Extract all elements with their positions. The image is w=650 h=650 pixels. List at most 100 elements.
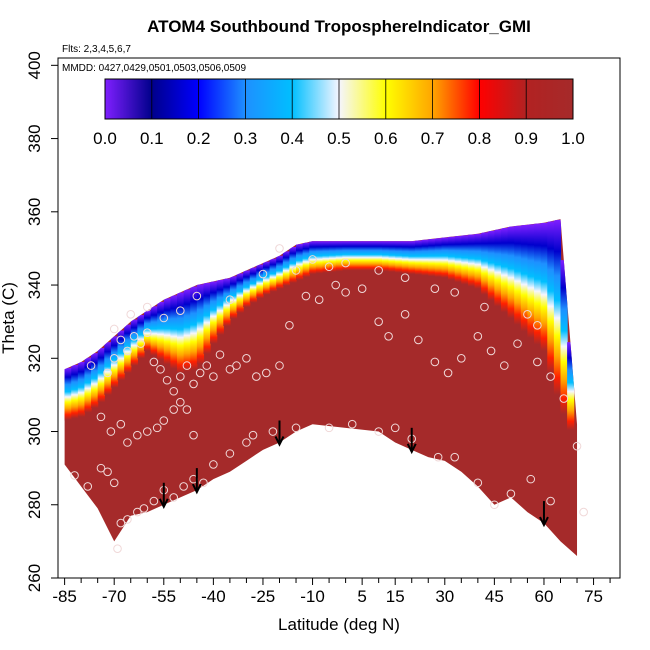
field-column	[487, 230, 495, 301]
observation-point	[285, 321, 294, 330]
field-column	[262, 261, 271, 295]
observation-point	[139, 504, 149, 513]
observation-point	[384, 332, 393, 341]
observation-point	[126, 310, 136, 319]
observation-point	[123, 346, 132, 356]
observation-point	[189, 379, 198, 389]
field-column	[474, 233, 482, 289]
field-column	[448, 236, 456, 280]
field-column	[527, 224, 535, 338]
field-column	[282, 251, 291, 286]
observation-point	[209, 372, 218, 381]
observation-point	[248, 430, 258, 440]
x-axis-tick-label: 15	[386, 587, 405, 606]
field-column	[428, 238, 436, 277]
chart-title: ATOM4 Southbound TroposphereIndicator_GM…	[147, 17, 531, 36]
y-axis-tick-label: 360	[25, 198, 44, 226]
field-column	[368, 241, 376, 271]
observation-point	[149, 496, 159, 506]
observation-point	[526, 474, 536, 484]
x-axis-tick-label: 75	[584, 587, 603, 606]
observation-point	[261, 368, 271, 378]
observation-point	[96, 463, 106, 473]
field-column	[64, 369, 66, 421]
observation-point	[116, 335, 126, 345]
field-column	[243, 270, 251, 308]
observation-point	[546, 372, 555, 381]
observation-point	[291, 423, 301, 433]
field-column	[454, 235, 462, 283]
observation-point	[142, 328, 152, 337]
chart-subtitle-flights: Flts: 2,3,4,5,6,7	[62, 44, 131, 55]
colorbar-tick-label: 0.2	[187, 129, 211, 148]
observation-point	[506, 489, 516, 499]
field-column	[269, 258, 277, 292]
field-column	[355, 241, 363, 271]
observation-point	[169, 386, 179, 396]
observation-point	[133, 430, 142, 440]
x-axis-tick-label: -40	[201, 587, 226, 606]
observation-point	[106, 427, 116, 436]
field-column	[170, 295, 178, 369]
observation-point	[195, 368, 205, 378]
observation-point	[142, 427, 152, 436]
observation-point	[546, 496, 555, 506]
x-axis-tick-label: -25	[251, 587, 276, 606]
field-column	[375, 241, 383, 271]
observation-point	[123, 515, 132, 524]
observation-point	[116, 419, 126, 429]
field-column	[514, 225, 522, 325]
observation-point	[142, 302, 152, 312]
observation-point	[133, 507, 142, 517]
field-column	[553, 219, 562, 395]
field-column	[190, 286, 198, 370]
observation-point	[83, 482, 93, 491]
observation-point	[473, 478, 483, 488]
field-column	[481, 232, 489, 295]
x-axis-label: Latitude (deg N)	[278, 615, 400, 634]
field-column	[177, 292, 185, 373]
observation-point	[433, 452, 443, 462]
field-column	[461, 235, 469, 285]
field-column	[130, 319, 138, 366]
observation-point	[275, 361, 284, 370]
observation-point	[149, 357, 159, 367]
field-column	[421, 239, 429, 276]
observation-point	[430, 284, 440, 294]
colorbar-tick-label: 0.8	[468, 129, 492, 148]
observation-point	[341, 258, 350, 268]
x-axis-tick-label: 45	[485, 587, 504, 606]
observation-point	[152, 423, 162, 433]
observation-point	[242, 353, 251, 363]
observation-point	[169, 493, 179, 502]
observation-point	[430, 357, 440, 367]
field-column	[395, 241, 403, 273]
observation-point	[179, 482, 188, 491]
x-axis-tick-label: 30	[435, 587, 454, 606]
y-axis-tick-label: 280	[25, 491, 44, 519]
observation-point	[400, 310, 410, 319]
y-axis: 260 280 300 320 340 360 380 400	[25, 51, 58, 592]
observation-point	[225, 364, 235, 374]
y-axis-tick-label: 260	[25, 564, 44, 592]
field-column	[309, 241, 317, 275]
chart-subtitle-dates: MMDD: 0427,0429,0501,0503,0506,0509	[62, 63, 246, 74]
field-column	[249, 267, 257, 303]
observation-point	[123, 438, 132, 447]
colorbar: 0.0 0.1 0.2 0.3 0.4 0.5 0.6 0.7 0.8 0.9 1.0	[93, 78, 585, 148]
field-column	[520, 224, 529, 332]
observation-point	[308, 255, 317, 264]
observation-point	[252, 372, 261, 381]
field-column	[143, 310, 152, 351]
field-column	[381, 241, 390, 272]
arrow-markers	[158, 420, 549, 528]
observation-point	[559, 394, 569, 403]
field-column	[507, 226, 515, 318]
field-column	[296, 244, 304, 280]
observation-point	[513, 339, 522, 348]
observation-point	[499, 361, 509, 370]
observation-point	[113, 544, 122, 554]
field-column	[236, 273, 244, 313]
colorbar-tick-label: 1.0	[561, 129, 585, 148]
